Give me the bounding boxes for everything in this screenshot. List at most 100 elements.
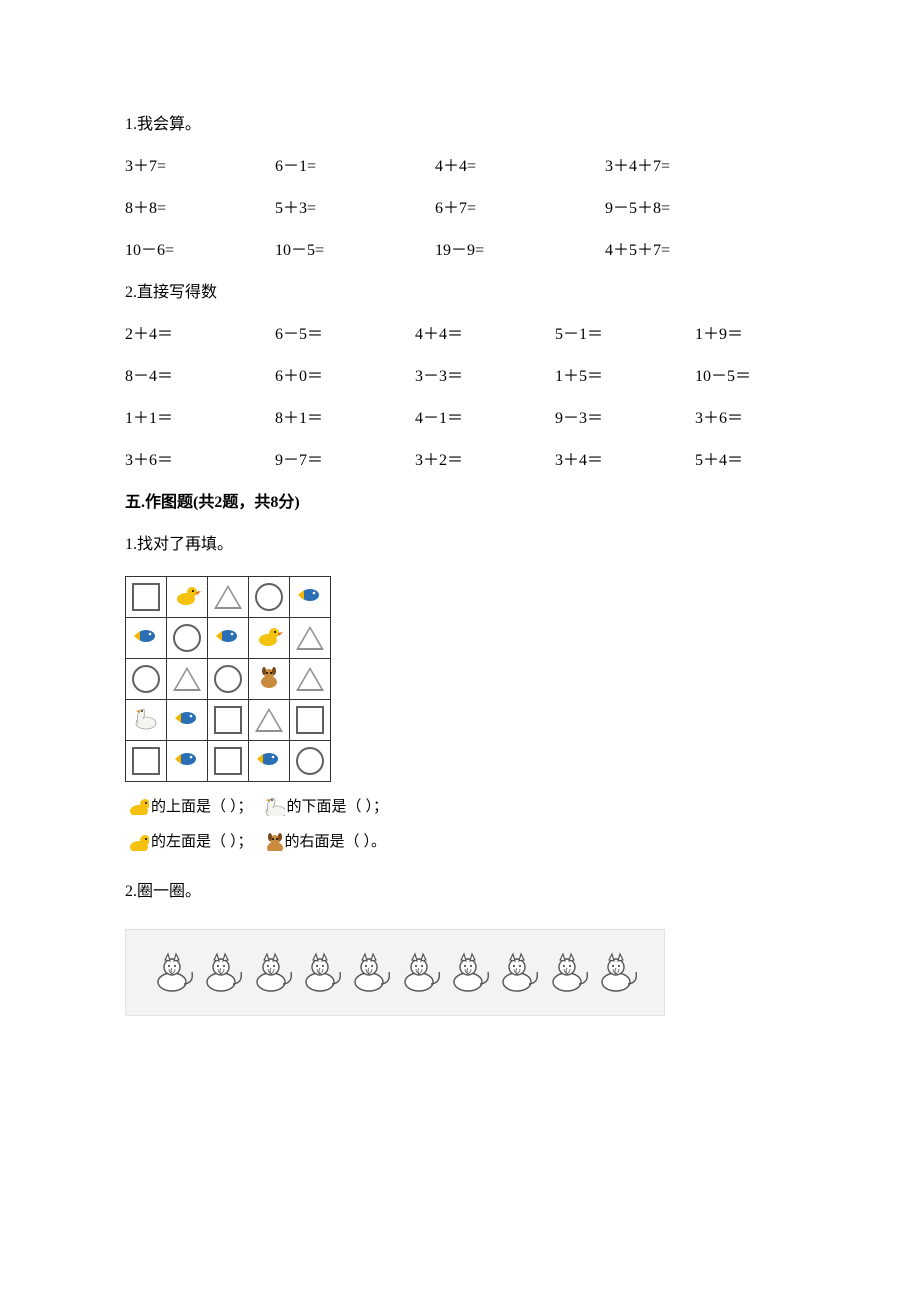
cat-icon — [347, 952, 393, 999]
q2-row: 1＋1＝ 8＋1＝ 4－1＝ 9－3＝ 3＋6＝ — [125, 404, 795, 428]
grid-cell — [126, 577, 167, 618]
duck-icon — [125, 831, 149, 851]
cat-icon — [495, 952, 541, 999]
q2-row: 2＋4＝ 6－5＝ 4＋4＝ 5－1＝ 1＋9＝ — [125, 320, 795, 344]
grid-cell — [126, 659, 167, 700]
grid-cell — [126, 618, 167, 659]
eq-cell: 4＋4＝ — [415, 320, 555, 344]
fill-text: ）； — [230, 830, 253, 851]
eq-cell: 9－7＝ — [275, 446, 415, 470]
eq-cell: 1＋9＝ — [695, 320, 795, 344]
fish-icon — [296, 583, 324, 607]
eq-cell: 3＋7= — [125, 152, 275, 176]
eq-cell: 10－6= — [125, 236, 275, 260]
grid-cell — [167, 741, 208, 782]
dog-icon — [261, 831, 283, 851]
q1-row: 8＋8= 5＋3= 6＋7= 9－5＋8= — [125, 194, 795, 218]
grid-cell — [249, 577, 290, 618]
eq-cell: 10－5= — [275, 236, 435, 260]
eq-cell: 19－9= — [435, 236, 605, 260]
grid-cell — [290, 741, 331, 782]
eq-cell: 3＋4＝ — [555, 446, 695, 470]
eq-cell: 6－5＝ — [275, 320, 415, 344]
dog-icon — [255, 665, 283, 689]
q1-title: 1.我会算。 — [125, 110, 795, 134]
grid-cell — [126, 700, 167, 741]
eq-cell: 6＋0＝ — [275, 362, 415, 386]
cat-icon — [397, 952, 443, 999]
cat-icon — [446, 952, 492, 999]
grid-cell — [249, 700, 290, 741]
circle-shape-icon — [296, 747, 324, 775]
eq-cell: 3－3＝ — [415, 362, 555, 386]
grid-cell — [290, 618, 331, 659]
shape-grid — [125, 576, 795, 782]
q1-rows: 3＋7= 6－1= 4＋4= 3＋4＋7= 8＋8= 5＋3= 6＋7= 9－5… — [125, 152, 795, 260]
fish-icon — [255, 747, 283, 771]
fill-text: ）。 — [364, 830, 387, 851]
eq-cell: 1＋5＝ — [555, 362, 695, 386]
eq-cell: 5＋3= — [275, 194, 435, 218]
worksheet-page: 1.我会算。 3＋7= 6－1= 4＋4= 3＋4＋7= 8＋8= 5＋3= 6… — [0, 0, 920, 1302]
cat-icon — [199, 952, 245, 999]
grid-cell — [167, 618, 208, 659]
circle-shape-icon — [132, 665, 160, 693]
eq-cell: 8＋8= — [125, 194, 275, 218]
section5-title: 五.作图题(共2题，共8分) — [125, 488, 795, 512]
grid-cell — [249, 618, 290, 659]
eq-cell: 3＋2＝ — [415, 446, 555, 470]
cat-icon — [545, 952, 591, 999]
goose-icon — [131, 705, 161, 731]
q1-row: 10－6= 10－5= 19－9= 4＋5＋7= — [125, 236, 795, 260]
eq-cell: 4＋5＋7= — [605, 236, 795, 260]
circle-shape-icon — [255, 583, 283, 611]
fill-text: 的左面是（ — [151, 830, 226, 851]
fish-icon — [214, 624, 242, 648]
square-shape-icon — [132, 747, 160, 775]
triangle-shape-icon — [214, 585, 242, 609]
q2-title: 2.直接写得数 — [125, 278, 795, 302]
fill-text: 的上面是（ — [151, 795, 226, 816]
circle-shape-icon — [173, 624, 201, 652]
eq-cell: 4－1＝ — [415, 404, 555, 428]
fish-icon — [173, 747, 201, 771]
grid-cell — [167, 577, 208, 618]
eq-cell: 2＋4＝ — [125, 320, 275, 344]
grid-cell — [290, 700, 331, 741]
square-shape-icon — [214, 706, 242, 734]
goose-icon — [261, 794, 285, 816]
circle-shape-icon — [214, 665, 242, 693]
eq-cell: 10－5＝ — [695, 362, 795, 386]
duck-icon — [172, 583, 202, 607]
grid-cell — [167, 700, 208, 741]
q2-row: 8－4＝ 6＋0＝ 3－3＝ 1＋5＝ 10－5＝ — [125, 362, 795, 386]
cat-icon — [150, 952, 196, 999]
grid-cell — [208, 700, 249, 741]
grid-cell — [290, 659, 331, 700]
cat-icon — [298, 952, 344, 999]
square-shape-icon — [214, 747, 242, 775]
fish-icon — [132, 624, 160, 648]
draw2-title: 2.圈一圈。 — [125, 877, 795, 901]
eq-cell: 3＋4＋7= — [605, 152, 795, 176]
eq-cell: 3＋6＝ — [695, 404, 795, 428]
q2-rows: 2＋4＝ 6－5＝ 4＋4＝ 5－1＝ 1＋9＝ 8－4＝ 6＋0＝ 3－3＝ … — [125, 320, 795, 470]
eq-cell: 5＋4＝ — [695, 446, 795, 470]
fill-line: 的上面是（ ）；的下面是（ ）； — [125, 794, 795, 816]
fill-lines: 的上面是（ ）；的下面是（ ）；的左面是（ ）；的右面是（ ）。 — [125, 794, 795, 851]
grid-cell — [208, 741, 249, 782]
eq-cell: 5－1＝ — [555, 320, 695, 344]
triangle-shape-icon — [296, 626, 324, 650]
square-shape-icon — [296, 706, 324, 734]
triangle-shape-icon — [173, 667, 201, 691]
eq-cell: 3＋6＝ — [125, 446, 275, 470]
grid-cell — [208, 618, 249, 659]
cats-row — [125, 929, 665, 1016]
fish-icon — [173, 706, 201, 730]
eq-cell: 4＋4= — [435, 152, 605, 176]
q2-row: 3＋6＝ 9－7＝ 3＋2＝ 3＋4＝ 5＋4＝ — [125, 446, 795, 470]
duck-icon — [125, 795, 149, 815]
eq-cell: 6＋7= — [435, 194, 605, 218]
eq-cell: 1＋1＝ — [125, 404, 275, 428]
eq-cell: 6－1= — [275, 152, 435, 176]
